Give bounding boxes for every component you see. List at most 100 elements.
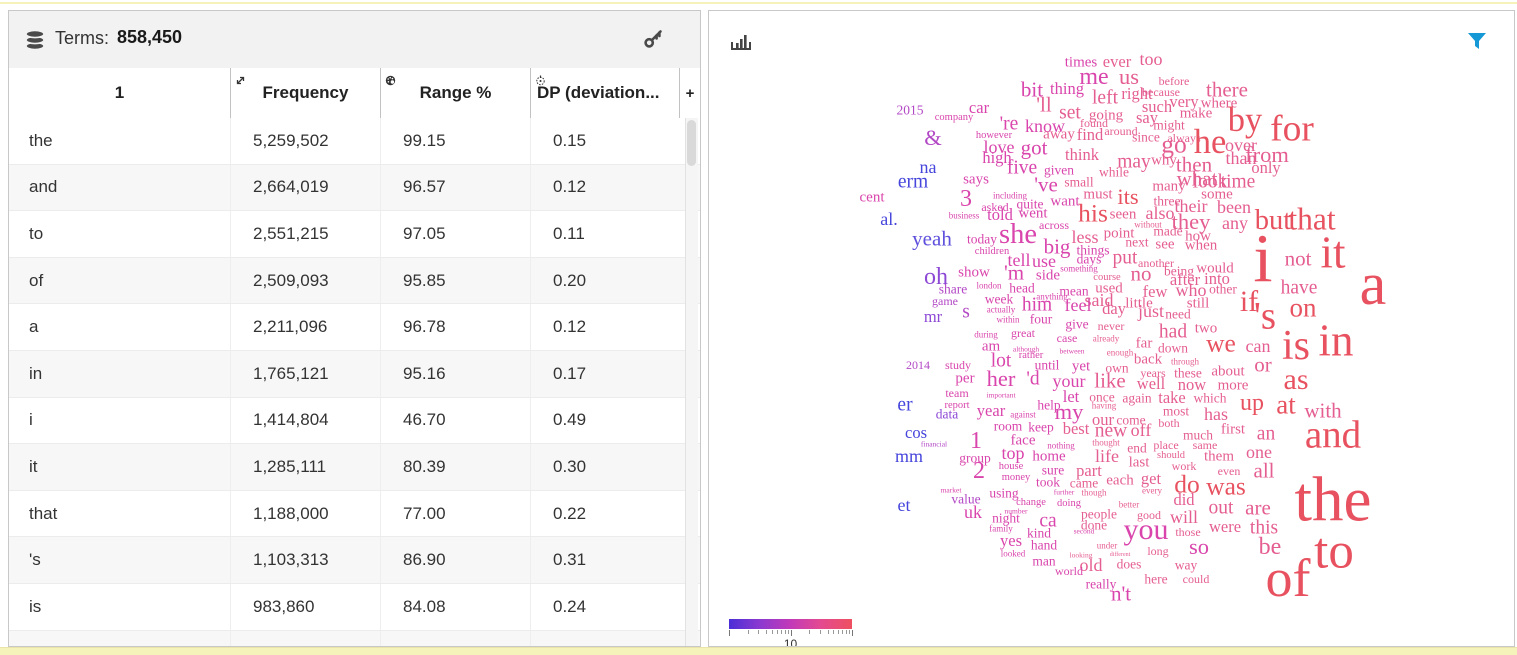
cloud-word[interactable]: as — [1283, 363, 1309, 396]
cloud-word[interactable]: given — [1044, 162, 1074, 178]
cloud-word[interactable]: about — [1211, 363, 1245, 380]
cloud-word[interactable]: it — [1320, 227, 1346, 278]
cloud-word[interactable]: some — [1201, 186, 1233, 203]
cloud-word[interactable]: times — [1064, 54, 1098, 71]
cloud-word[interactable]: game — [932, 294, 958, 308]
cloud-word[interactable]: all — [1253, 458, 1275, 483]
cloud-word[interactable]: got — [1020, 135, 1048, 160]
cloud-word[interactable]: cent — [859, 189, 885, 206]
cloud-word[interactable]: yes — [1000, 530, 1022, 550]
cloud-word[interactable]: head — [1009, 280, 1035, 296]
cloud-word[interactable]: her — [986, 365, 1016, 391]
cloud-word[interactable]: end — [1127, 440, 1147, 456]
cloud-word[interactable]: work — [1171, 459, 1197, 473]
cloud-word[interactable]: 2 — [973, 458, 985, 484]
cloud-word[interactable]: around — [1104, 124, 1138, 138]
cloud-word[interactable]: man — [1032, 553, 1056, 569]
cloud-word[interactable]: still — [1186, 295, 1210, 312]
cloud-word[interactable]: enough — [1106, 347, 1134, 358]
cloud-word[interactable]: very — [1169, 91, 1199, 111]
cloud-word[interactable]: before — [1158, 74, 1190, 88]
cloud-word[interactable]: a — [1359, 251, 1387, 317]
cloud-word[interactable]: can — [1245, 336, 1271, 356]
cloud-word[interactable]: see — [1155, 236, 1175, 253]
cloud-word[interactable]: or — [1254, 352, 1272, 377]
cloud-word[interactable]: in — [1318, 315, 1354, 366]
cloud-word[interactable]: business — [948, 210, 980, 221]
cloud-word[interactable]: left — [1092, 87, 1118, 109]
cloud-word[interactable]: why — [1151, 152, 1177, 169]
column-header-range[interactable]: Range % — [381, 68, 531, 118]
cloud-word[interactable]: help — [1037, 397, 1061, 413]
cloud-word[interactable]: children — [974, 245, 1010, 257]
cloud-word[interactable]: day — [1102, 298, 1126, 318]
cloud-word[interactable]: yet — [1071, 358, 1091, 375]
cloud-word[interactable]: say — [1136, 107, 1158, 127]
cloud-word[interactable]: two — [1194, 320, 1218, 337]
cloud-word[interactable]: always — [1167, 131, 1201, 145]
cloud-word[interactable]: er — [897, 394, 913, 416]
cloud-word[interactable]: take — [1158, 387, 1186, 407]
cloud-word[interactable]: been — [1217, 197, 1251, 217]
cloud-word[interactable]: new — [1094, 420, 1128, 442]
cloud-word[interactable]: and — [1304, 413, 1362, 457]
cloud-word[interactable]: both — [1158, 416, 1180, 430]
table-row[interactable]: the 5,259,502 99.15 0.15 — [9, 118, 700, 165]
cloud-word[interactable]: now — [1177, 374, 1207, 394]
table-row[interactable]: a 2,211,096 96.78 0.12 — [9, 304, 700, 351]
cloud-word[interactable]: come — [1116, 412, 1146, 428]
cloud-word[interactable]: from — [1245, 141, 1289, 167]
cloud-word[interactable]: your — [1052, 371, 1086, 391]
cloud-word[interactable]: another — [1138, 256, 1174, 270]
cloud-word[interactable]: face — [1010, 432, 1036, 449]
cloud-word[interactable]: erm — [897, 171, 929, 193]
cloud-word[interactable]: second — [1073, 526, 1095, 536]
cloud-word[interactable]: best — [1062, 418, 1090, 438]
cloud-word[interactable]: were — [1208, 516, 1242, 536]
cloud-word[interactable]: change — [1016, 496, 1046, 508]
table-scrollbar-thumb[interactable] — [687, 120, 696, 166]
cloud-word[interactable]: their — [1174, 196, 1208, 216]
cloud-word[interactable]: already — [1092, 333, 1120, 344]
cloud-word[interactable]: be — [1258, 534, 1282, 560]
cloud-word[interactable]: down — [1158, 340, 1188, 356]
table-row[interactable]: in 1,765,121 95.16 0.17 — [9, 350, 700, 398]
cloud-word[interactable]: big — [1043, 234, 1071, 259]
cloud-word[interactable]: here — [1144, 571, 1168, 587]
cloud-word[interactable]: al. — [880, 209, 898, 229]
cloud-word[interactable]: just — [1137, 301, 1165, 321]
cloud-word[interactable]: much — [1183, 427, 1213, 443]
table-scrollbar[interactable] — [685, 118, 698, 646]
cloud-word[interactable]: cos — [905, 422, 927, 442]
cloud-word[interactable]: is — [1281, 323, 1311, 369]
cloud-word[interactable]: more — [1217, 377, 1249, 394]
cloud-word[interactable]: world — [1055, 564, 1083, 578]
cloud-word[interactable]: for — [1270, 108, 1314, 150]
cloud-word[interactable]: & — [924, 124, 942, 150]
cloud-word[interactable]: part — [1076, 460, 1102, 480]
table-row[interactable]: is 983,860 84.08 0.24 — [9, 583, 700, 631]
cloud-word[interactable]: since — [1132, 129, 1160, 145]
cloud-word[interactable]: away — [1043, 126, 1075, 143]
cloud-word[interactable]: use — [1032, 251, 1056, 271]
cloud-word[interactable]: 've — [1034, 172, 1058, 197]
cloud-word[interactable]: too — [1139, 49, 1163, 69]
cloud-word[interactable]: quite — [1016, 196, 1044, 212]
cloud-word[interactable]: n't — [1110, 581, 1132, 606]
cloud-word[interactable]: tell — [1007, 250, 1031, 270]
cloud-word[interactable]: came — [1069, 475, 1099, 491]
cloud-word[interactable]: value — [951, 491, 981, 507]
cloud-word[interactable]: its — [1117, 183, 1139, 209]
cloud-word[interactable]: any — [1222, 213, 1248, 233]
cloud-word[interactable]: et — [897, 495, 911, 515]
cloud-word[interactable]: does — [1116, 556, 1142, 572]
cloud-word[interactable]: give — [1065, 316, 1089, 332]
cloud-word[interactable]: company — [934, 111, 974, 123]
cloud-word[interactable]: this — [1249, 517, 1279, 539]
cloud-word[interactable]: 1 — [970, 428, 982, 454]
cloud-word[interactable]: used — [1095, 280, 1123, 297]
cloud-word[interactable]: how — [1185, 228, 1211, 245]
cloud-word[interactable]: has — [1204, 404, 1228, 424]
cloud-word[interactable]: side — [1035, 267, 1061, 284]
cloud-word[interactable]: because — [1142, 85, 1180, 99]
